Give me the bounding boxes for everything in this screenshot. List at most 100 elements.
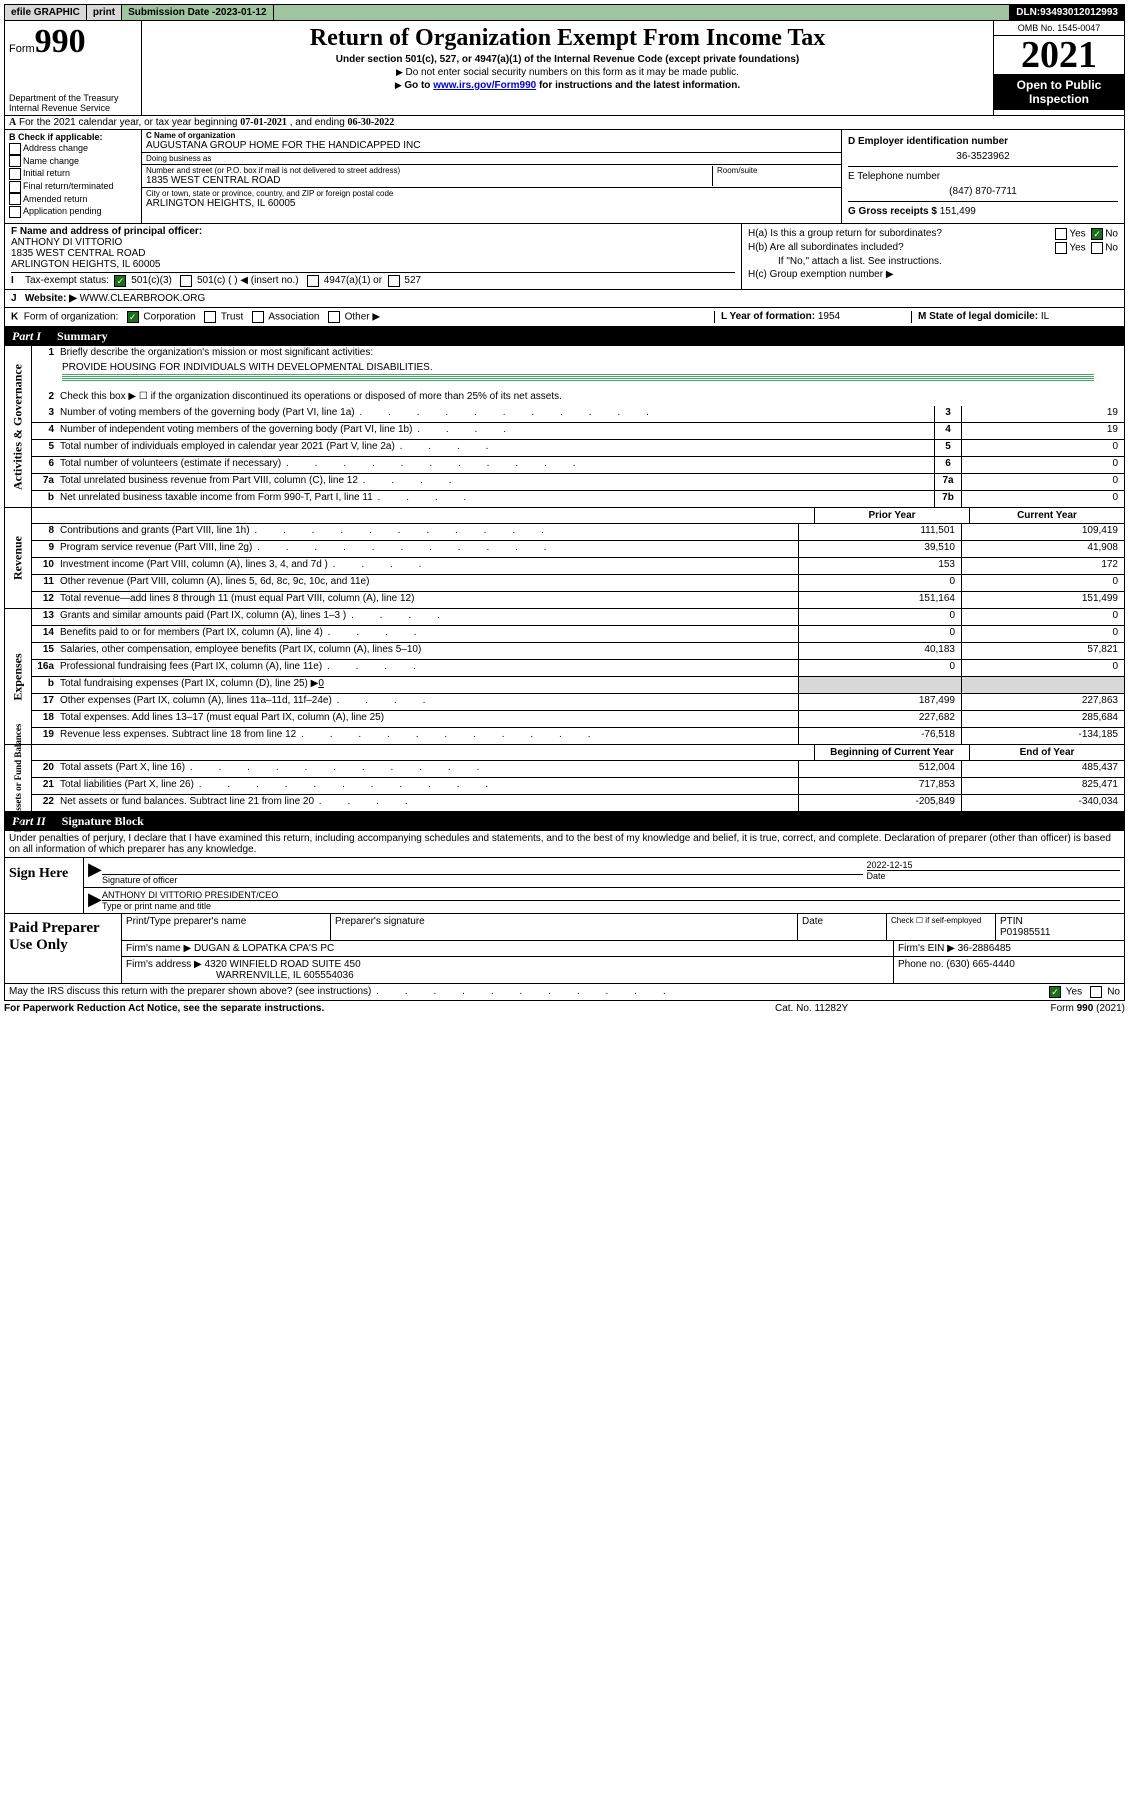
- paperwork-notice: For Paperwork Reduction Act Notice, see …: [4, 1003, 775, 1014]
- hdr-beginning-year: Beginning of Current Year: [814, 745, 969, 760]
- gross-receipts-value: 151,499: [940, 206, 976, 217]
- irs-discuss-text: May the IRS discuss this return with the…: [9, 986, 1049, 998]
- form-header: Form990 Department of the Treasury Inter…: [4, 21, 1125, 116]
- room-label: Room/suite: [717, 166, 837, 175]
- street-value: 1835 WEST CENTRAL ROAD: [146, 175, 708, 186]
- submission-date-label: Submission Date -: [128, 7, 215, 18]
- revenue-section: Revenue Prior YearCurrent Year 8Contribu…: [4, 508, 1125, 609]
- line-8-label: Contributions and grants (Part VIII, lin…: [58, 524, 798, 540]
- cb-501c3[interactable]: [114, 275, 126, 287]
- line-7a-value: 0: [961, 474, 1124, 490]
- cb-irs-yes[interactable]: [1049, 986, 1061, 998]
- firm-name-cell: Firm's name ▶ DUGAN & LOPATKA CPA'S PC: [122, 941, 894, 956]
- tax-year-end: 06-30-2022: [348, 117, 395, 128]
- submission-date: Submission Date - 2023-01-12: [122, 5, 273, 20]
- line-7b-label: Net unrelated business taxable income fr…: [58, 491, 934, 507]
- cb-amended-return[interactable]: Amended return: [9, 193, 137, 206]
- irs-label: Internal Revenue Service: [9, 103, 137, 113]
- phone-value: (847) 870-7711: [848, 186, 1118, 197]
- line-15-label: Salaries, other compensation, employee b…: [58, 643, 798, 659]
- row-j: J Website: ▶ WWW.CLEARBROOK.ORG: [4, 290, 1125, 308]
- firm-ein-label: Firm's EIN ▶: [898, 943, 958, 954]
- signature-arrow-icon: ▶: [88, 860, 102, 878]
- firm-addr1: 4320 WINFIELD ROAD SUITE 450: [205, 959, 361, 970]
- form-number: Form990: [9, 23, 137, 61]
- cb-4947[interactable]: [307, 275, 319, 287]
- tax-year-begin: 07-01-2021: [240, 117, 287, 128]
- line-4-value: 19: [961, 423, 1124, 439]
- cb-irs-no[interactable]: [1090, 986, 1102, 998]
- line-19-prior: -76,518: [798, 728, 961, 744]
- line-13-curr: 0: [961, 609, 1124, 625]
- line-3-label: Number of voting members of the governin…: [58, 406, 934, 422]
- row-a-mid: , and ending: [290, 117, 348, 128]
- cb-501c[interactable]: [180, 275, 192, 287]
- tax-exempt-label: Tax-exempt status:: [25, 275, 109, 287]
- dba-label: Doing business as: [146, 154, 837, 163]
- row-l: L Year of formation: 1954: [714, 311, 911, 323]
- firm-phone-value: (630) 665-4440: [946, 959, 1014, 970]
- firm-name-value: DUGAN & LOPATKA CPA'S PC: [194, 943, 334, 954]
- firm-addr-cell: Firm's address ▶ 4320 WINFIELD ROAD SUIT…: [122, 957, 894, 983]
- cb-ha-yes[interactable]: [1055, 228, 1067, 240]
- cb-address-change[interactable]: Address change: [9, 142, 137, 155]
- form-org-label: Form of organization:: [24, 312, 119, 323]
- col-b-label: B Check if applicable:: [9, 132, 103, 142]
- paid-preparer-label: Paid Preparer Use Only: [5, 914, 122, 983]
- line-16b-value: 0: [318, 678, 324, 689]
- cb-other[interactable]: [328, 311, 340, 323]
- street-label: Number and street (or P.O. box if mail i…: [146, 166, 708, 175]
- signature-date-value: 2022-12-15: [867, 860, 1121, 870]
- cb-name-change[interactable]: Name change: [9, 155, 137, 168]
- top-toolbar: efile GRAPHIC print Submission Date - 20…: [4, 4, 1125, 21]
- paid-preparer-block: Paid Preparer Use Only Print/Type prepar…: [4, 914, 1125, 984]
- cb-hb-no[interactable]: [1091, 242, 1103, 254]
- firm-ein-cell: Firm's EIN ▶ 36-2886485: [894, 941, 1124, 956]
- cb-corporation[interactable]: [127, 311, 139, 323]
- cb-527[interactable]: [388, 275, 400, 287]
- line-14-curr: 0: [961, 626, 1124, 642]
- self-employed-check[interactable]: Check ☐ if self-employed: [887, 914, 996, 940]
- line-9-label: Program service revenue (Part VIII, line…: [58, 541, 798, 557]
- ein-label: D Employer identification number: [848, 136, 1008, 147]
- line-12-label: Total revenue—add lines 8 through 11 (mu…: [58, 592, 798, 608]
- cb-application-pending[interactable]: Application pending: [9, 205, 137, 218]
- form-title: Return of Organization Exempt From Incom…: [150, 25, 985, 52]
- header-mid: Return of Organization Exempt From Incom…: [142, 21, 994, 115]
- type-print-label: Type or print name and title: [102, 900, 1120, 911]
- city-label: City or town, state or province, country…: [146, 189, 837, 198]
- form990-link[interactable]: www.irs.gov/Form990: [433, 80, 536, 91]
- line-9-prior: 39,510: [798, 541, 961, 557]
- cb-ha-no[interactable]: [1091, 228, 1103, 240]
- signature-block: Under penalties of perjury, I declare th…: [4, 831, 1125, 914]
- row-i: I Tax-exempt status: 501(c)(3) 501(c) ( …: [11, 272, 735, 287]
- cb-hb-yes[interactable]: [1055, 242, 1067, 254]
- cb-association[interactable]: [252, 311, 264, 323]
- line-21-curr: 825,471: [961, 778, 1124, 794]
- cb-initial-return[interactable]: Initial return: [9, 167, 137, 180]
- cb-final-return[interactable]: Final return/terminated: [9, 180, 137, 193]
- line-11-label: Other revenue (Part VIII, column (A), li…: [58, 575, 798, 591]
- line-22-label: Net assets or fund balances. Subtract li…: [58, 795, 798, 811]
- side-label-net-assets: Net Assets or Fund Balances: [13, 724, 23, 833]
- activities-governance-section: Activities & Governance 1Briefly describ…: [4, 346, 1125, 508]
- open-to-public: Open to Public Inspection: [994, 74, 1124, 110]
- col-deg: D Employer identification number 36-3523…: [842, 130, 1124, 223]
- line-11-curr: 0: [961, 575, 1124, 591]
- line-21-label: Total liabilities (Part X, line 26): [58, 778, 798, 794]
- header-left: Form990 Department of the Treasury Inter…: [5, 21, 142, 115]
- website-label: Website: ▶: [25, 293, 77, 304]
- submission-date-value: 2023-01-12: [215, 7, 266, 18]
- efile-graphic-button[interactable]: efile GRAPHIC: [5, 5, 87, 20]
- line-7b-value: 0: [961, 491, 1124, 507]
- line-10-label: Investment income (Part VIII, column (A)…: [58, 558, 798, 574]
- print-button[interactable]: print: [87, 5, 122, 20]
- expenses-section: Expenses 13Grants and similar amounts pa…: [4, 609, 1125, 745]
- firm-addr-label: Firm's address ▶: [126, 959, 205, 970]
- part-2-header: Part II Signature Block: [4, 812, 1125, 831]
- line-7a-label: Total unrelated business revenue from Pa…: [58, 474, 934, 490]
- cb-trust[interactable]: [204, 311, 216, 323]
- row-a-text: For the 2021 calendar year, or tax year …: [19, 117, 240, 128]
- toolbar-spacer: [274, 5, 1011, 20]
- line-5-value: 0: [961, 440, 1124, 456]
